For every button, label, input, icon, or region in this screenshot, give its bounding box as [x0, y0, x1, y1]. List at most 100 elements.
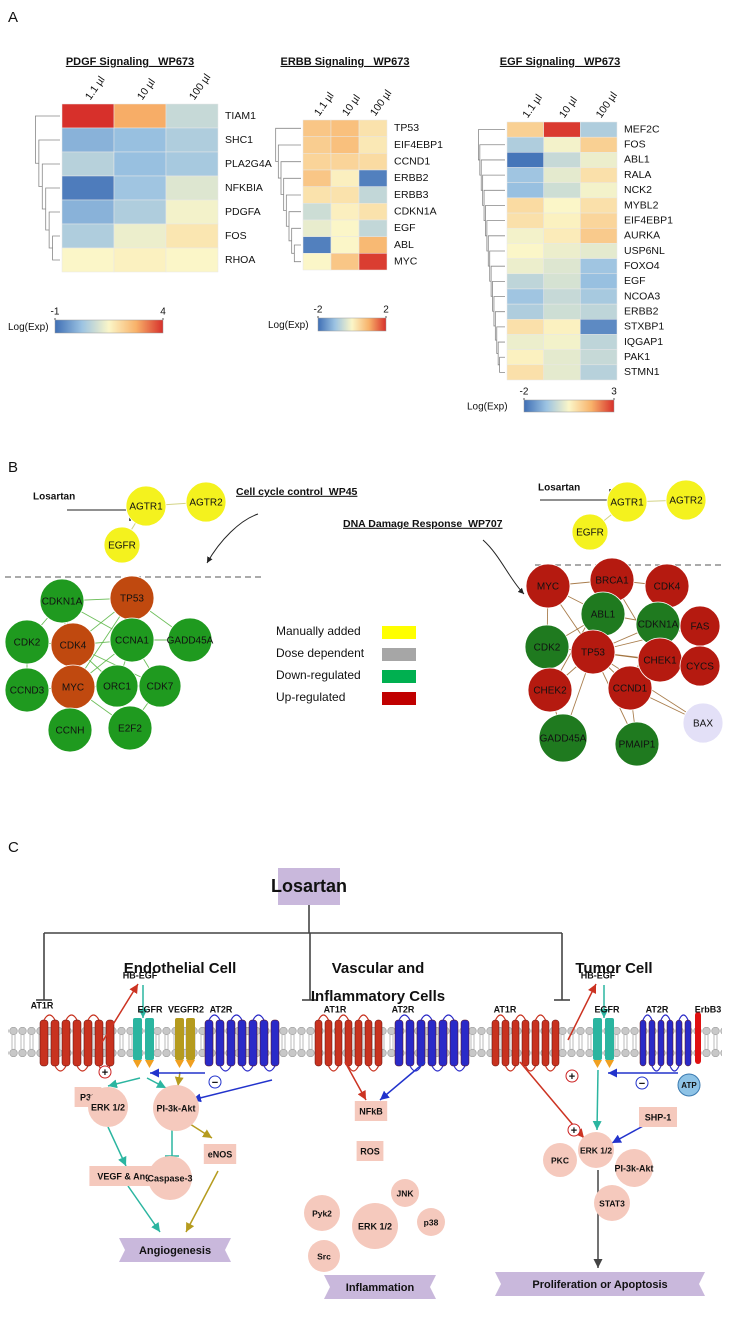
dendrogram [41, 163, 60, 210]
heatmap-cell [61, 199, 115, 225]
section-header: Vascular and [332, 960, 425, 977]
erbb3 [695, 1012, 701, 1064]
sign-circle [635, 1076, 649, 1090]
node [125, 485, 167, 527]
outcome-banner [495, 1272, 705, 1296]
heatmap-cell [302, 153, 332, 171]
diagram-label: AT2R [646, 1004, 669, 1014]
row-label: STMN1 [624, 366, 660, 378]
drug-label: Losartan [538, 483, 580, 494]
diagram-label: ErbB3 [695, 1004, 722, 1014]
heatmap-cell [506, 243, 544, 259]
heatmap-cell [580, 273, 618, 290]
node-label: TP53 [581, 648, 605, 659]
legend-swatch [382, 692, 416, 705]
heatmap-cell [165, 199, 219, 225]
receptor-helix [521, 1019, 530, 1067]
receptor-helix [684, 1019, 692, 1067]
row-label: NCK2 [624, 184, 652, 196]
molecule-box [203, 1144, 237, 1164]
receptor-loop [327, 1065, 340, 1072]
legend-swatch [382, 648, 416, 661]
receptor-loop [367, 1065, 380, 1072]
row-label: MEF2C [624, 123, 660, 135]
receptor-loop [669, 1065, 680, 1072]
row-label: ERBB2 [394, 172, 429, 184]
node-label: PMAIP1 [619, 740, 656, 751]
dendrogram [45, 187, 60, 231]
molecule-node [594, 1185, 630, 1221]
colorbar [523, 399, 615, 413]
receptor-helix [83, 1019, 93, 1067]
panel-label: C [8, 839, 19, 856]
drug-label: Losartan [33, 492, 75, 503]
heatmap-cell [580, 349, 618, 366]
receptor-helix [374, 1019, 383, 1067]
heatmap-cell [580, 364, 618, 381]
heatmap-cell [506, 212, 544, 229]
dendrogram [485, 205, 505, 237]
column-label: 1.1 µl [520, 92, 545, 120]
heatmap-cell [61, 103, 115, 129]
column-label: 10 µl [135, 77, 158, 103]
colorbar-tick-label: 3 [611, 387, 617, 398]
diagram-label: EGFR [137, 1004, 163, 1014]
colorbar-tick-label: 2 [383, 305, 389, 316]
receptor-helix [334, 1019, 343, 1067]
receptor-helix [61, 1019, 71, 1067]
receptor-loop [514, 1014, 527, 1021]
dendrogram [479, 144, 505, 176]
node [167, 617, 213, 663]
molecule-node [308, 1240, 340, 1272]
heatmap-cell [543, 197, 581, 214]
molecule-node [148, 1156, 192, 1200]
diagram: Losartan Endothelial Cell Vascular and Inf… [8, 868, 722, 1299]
kinase-receptor [605, 1018, 614, 1060]
heatmap-cell [330, 253, 360, 271]
receptor-helix [416, 1019, 426, 1067]
receptor-helix [666, 1019, 674, 1067]
heatmap-cell [580, 258, 618, 275]
heatmap-cell [330, 203, 360, 221]
column-label: 10 µl [340, 93, 363, 119]
heatmap-cell [358, 136, 388, 154]
heatmap-cell [113, 175, 167, 201]
heatmap-cell [580, 319, 618, 335]
diagram-label: HB-EGF [123, 970, 158, 980]
diagram-label: eNOS [208, 1149, 233, 1159]
node [39, 578, 85, 624]
heatmap-cell [543, 303, 581, 320]
column-label: 100 µl [594, 90, 620, 120]
receptor-loop [357, 1014, 370, 1021]
row-label: CCND1 [394, 155, 430, 167]
node-label: ABL1 [591, 610, 616, 621]
row-label: MYC [394, 255, 418, 267]
molecule-node [88, 1087, 128, 1127]
arrows [95, 983, 678, 1268]
receptor-helix [237, 1019, 247, 1067]
heatmap-cell [580, 167, 618, 183]
dendrogram [52, 235, 60, 261]
node [679, 645, 721, 687]
heatmap-cell [543, 227, 581, 244]
heatmap-cell [543, 349, 581, 366]
node [47, 707, 93, 753]
heatmap-cell [358, 119, 388, 137]
heatmap-cell [506, 182, 544, 199]
diagram-label: Angiogenesis [139, 1245, 211, 1257]
kinase-receptor [175, 1018, 184, 1060]
receptor-helix [39, 1019, 49, 1067]
receptor-helix [105, 1019, 115, 1067]
receptor-loop [494, 1014, 507, 1021]
molecule-node [578, 1132, 614, 1168]
heatmap-title: EGF Signaling _WP673 [500, 56, 620, 68]
networks: Cell cycle control_WP45 Losartan AGTR1 AGTR… [4, 479, 724, 767]
diagram-label: Inflammation [346, 1282, 415, 1294]
heatmap-cell [302, 136, 332, 154]
node-label: AGTR2 [669, 496, 703, 507]
receptor-helix [501, 1019, 510, 1067]
node [682, 702, 724, 744]
panel-label: B [8, 459, 18, 476]
receptor-loop [241, 1065, 254, 1072]
receptor-loop [337, 1014, 350, 1021]
